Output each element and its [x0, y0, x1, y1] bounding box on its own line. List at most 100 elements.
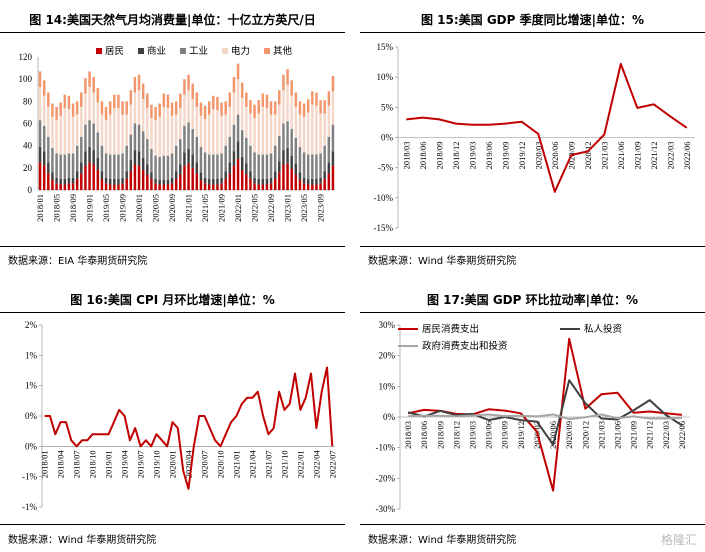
- bar-segment: [146, 107, 149, 140]
- x-tick-label: 2020/07: [199, 450, 209, 478]
- bar-segment: [179, 139, 182, 165]
- bar-segment: [38, 146, 42, 163]
- bar-segment: [315, 92, 318, 106]
- bar-segment: [220, 183, 223, 190]
- bar-segment: [108, 184, 112, 190]
- bar-segment: [311, 104, 314, 155]
- bar-segment: [220, 115, 223, 154]
- bar-segment: [150, 117, 153, 149]
- bar-segment: [129, 160, 133, 172]
- bar-segment: [331, 124, 335, 152]
- x-tick-label: 2021/06: [616, 142, 626, 170]
- bar-segment: [224, 101, 227, 115]
- bar-segment: [249, 178, 252, 190]
- bar-segment: [96, 88, 100, 103]
- bar-segment: [195, 173, 199, 190]
- bar-segment: [108, 154, 112, 179]
- bar-segment: [306, 178, 310, 185]
- panel-nat-gas: 图 14:美国天然气月均消费量|单位：十亿立方英尺/日 0 20 40 60 80 100…: [0, 0, 345, 270]
- y-tick-label: -1%: [22, 502, 37, 512]
- bar-segment: [212, 95, 215, 110]
- bar-segment: [187, 122, 190, 149]
- bar-segment: [67, 177, 71, 184]
- legend-label: 商业: [147, 45, 166, 57]
- bar-segment: [158, 180, 161, 185]
- x-tick-label: 2018/03: [403, 421, 413, 449]
- bar-segment: [183, 165, 186, 190]
- bar-segment: [187, 163, 190, 190]
- x-tick-label: 2019/03: [468, 421, 478, 449]
- bar-segment: [265, 107, 269, 155]
- x-tick-label: 2019/06: [484, 142, 494, 170]
- bar-segment: [245, 137, 248, 164]
- bar-segment: [331, 151, 335, 166]
- bar-segment: [125, 178, 128, 190]
- bar-segment: [315, 154, 318, 179]
- bar-segment: [63, 184, 67, 190]
- bar-segment: [311, 184, 314, 190]
- bar-segment: [137, 124, 141, 152]
- bar-segment: [203, 119, 207, 153]
- bar-segment: [257, 113, 260, 155]
- bar-segment: [42, 95, 46, 126]
- bar-segment: [224, 171, 227, 179]
- bar-segment: [170, 177, 174, 184]
- bar-segment: [199, 172, 203, 181]
- bar-segment: [158, 156, 161, 181]
- bar-segment: [249, 145, 252, 172]
- bar-segment: [294, 163, 298, 175]
- y-tick-label: 15%: [377, 42, 394, 52]
- bar-segment: [166, 107, 170, 156]
- bar-segment: [162, 93, 166, 107]
- series-line: [406, 62, 688, 193]
- bar-segment: [183, 79, 186, 95]
- x-tick-label: 2023/05: [299, 194, 309, 222]
- bar-segment: [125, 114, 128, 146]
- bar-segment: [47, 92, 50, 107]
- chart-title: 图 17:美国 GDP 环比拉动率|单位：%: [426, 293, 639, 307]
- bar-segment: [265, 154, 269, 179]
- bar-segment: [84, 124, 87, 152]
- bar-segment: [302, 152, 306, 178]
- bar-segment: [80, 106, 83, 137]
- bar-segment: [166, 155, 170, 181]
- series-line: [408, 413, 682, 421]
- bar-segment: [269, 177, 273, 184]
- bar-segment: [302, 116, 306, 153]
- bar-segment: [129, 90, 133, 105]
- bar-segment: [269, 114, 273, 154]
- bar-segment: [92, 123, 95, 151]
- y-tick-label: 80: [23, 96, 33, 106]
- bar-segment: [92, 164, 95, 190]
- bar-segment: [121, 153, 124, 178]
- bar-segment: [273, 145, 277, 172]
- bar-segment: [282, 74, 285, 91]
- bar-segment: [269, 153, 273, 178]
- bar-segment: [121, 101, 124, 115]
- bar-segment: [286, 147, 289, 164]
- bar-segment: [80, 136, 83, 163]
- x-tick-label: 2018/04: [56, 450, 66, 479]
- bar-segment: [294, 106, 298, 138]
- bar-segment: [290, 168, 293, 190]
- bar-segment: [154, 183, 157, 190]
- x-tick-label: 2022/06: [682, 142, 692, 170]
- bar-segment: [174, 101, 178, 115]
- bar-segment: [286, 163, 289, 190]
- x-tick-label: 2020/05: [151, 194, 161, 222]
- bar-segment: [278, 161, 281, 173]
- bar-segment: [174, 178, 178, 190]
- bar-segment: [311, 178, 314, 185]
- bar-segment: [191, 154, 194, 168]
- bar-segment: [249, 100, 252, 114]
- bar-segment: [137, 165, 141, 190]
- bar-segment: [207, 114, 211, 155]
- x-tick-label: 2019/12: [516, 421, 526, 449]
- bar-segment: [179, 93, 182, 108]
- x-tick-label: 2022/06: [677, 421, 687, 449]
- bar-segment: [166, 180, 170, 185]
- y-tick-label: 40: [23, 141, 33, 151]
- bar-segment: [150, 148, 153, 173]
- bar-segment: [47, 106, 50, 137]
- bar-segment: [253, 104, 256, 118]
